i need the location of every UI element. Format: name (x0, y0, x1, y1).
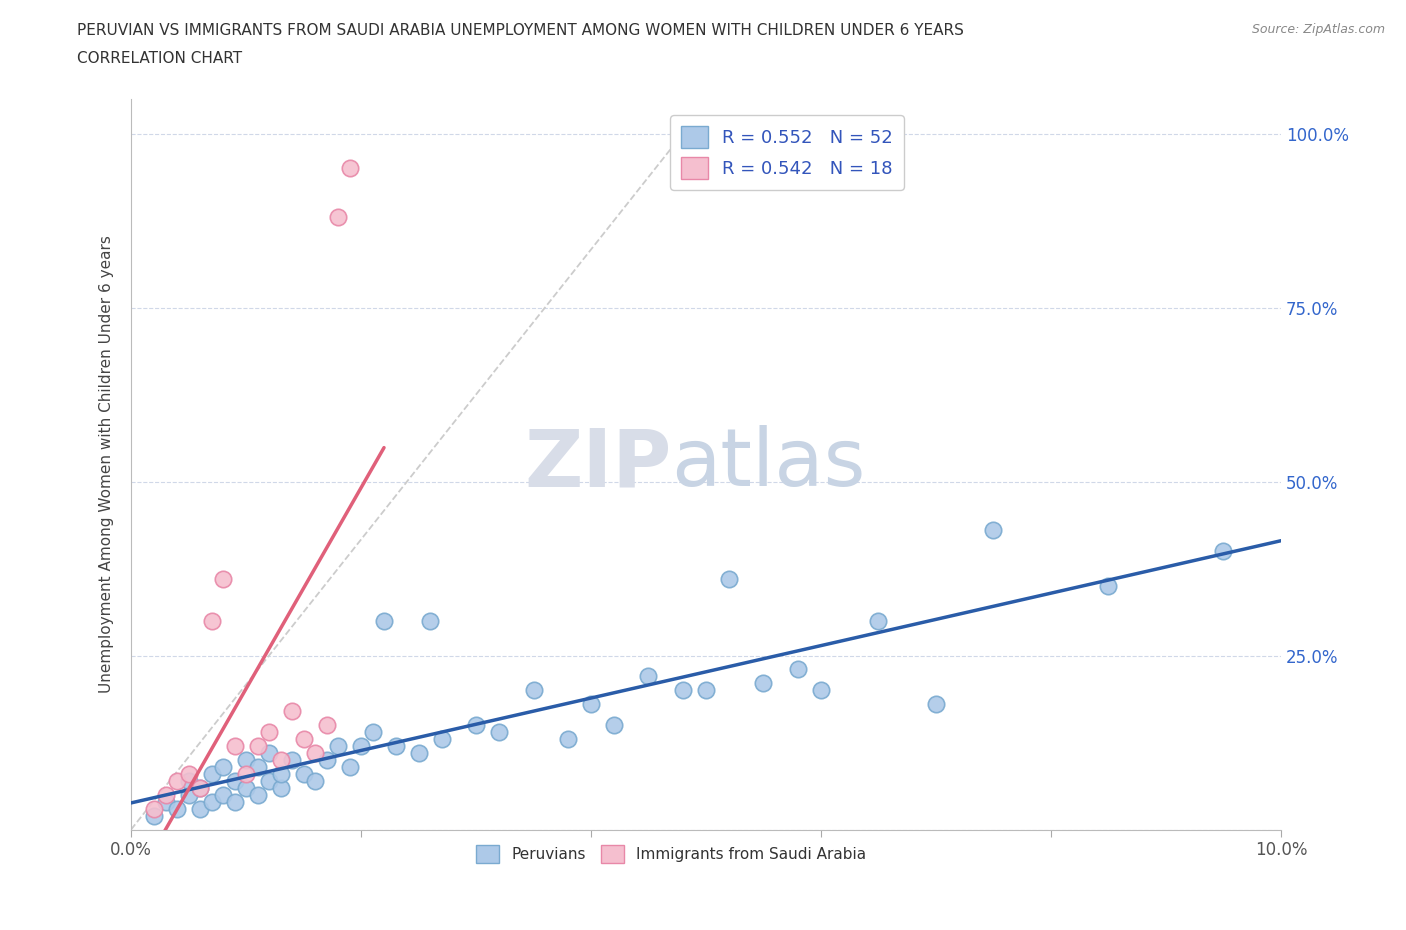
Point (430, 732, 453, 747)
Point (270, 752, 292, 767)
Point (925, 697, 948, 711)
Point (257, 746, 280, 761)
Point (166, 774, 188, 789)
Point (326, 209, 349, 224)
Point (810, 683, 832, 698)
Point (281, 704, 304, 719)
Point (212, 760, 235, 775)
Point (603, 718, 626, 733)
Point (339, 760, 361, 775)
Point (304, 774, 326, 789)
Point (246, 760, 269, 775)
Point (143, 808, 166, 823)
Point (188, 802, 211, 817)
Point (752, 676, 775, 691)
Point (235, 752, 257, 767)
Point (419, 613, 441, 628)
Point (257, 774, 280, 789)
Point (188, 780, 211, 795)
Point (177, 774, 200, 789)
Point (1212, 544, 1234, 559)
Point (188, 780, 211, 795)
Point (212, 572, 235, 587)
Point (155, 788, 177, 803)
Text: PERUVIAN VS IMMIGRANTS FROM SAUDI ARABIA UNEMPLOYMENT AMONG WOMEN WITH CHILDREN : PERUVIAN VS IMMIGRANTS FROM SAUDI ARABIA… (77, 23, 965, 38)
Point (155, 794, 177, 809)
Point (292, 732, 315, 747)
Point (270, 766, 292, 781)
Point (408, 746, 430, 761)
Point (339, 161, 361, 176)
Point (224, 738, 246, 753)
Point (212, 788, 235, 803)
Point (672, 683, 695, 698)
Point (200, 794, 222, 809)
Text: atlas: atlas (672, 425, 866, 503)
Point (579, 697, 602, 711)
Point (488, 724, 510, 739)
Point (246, 788, 269, 803)
Point (373, 613, 395, 628)
Point (361, 724, 384, 739)
Point (868, 613, 890, 628)
Point (235, 766, 257, 781)
Point (384, 738, 406, 753)
Point (522, 683, 544, 698)
Point (200, 613, 222, 628)
Point (637, 669, 659, 684)
Point (326, 738, 349, 753)
Point (224, 794, 246, 809)
Point (257, 724, 280, 739)
Point (1097, 578, 1119, 593)
Point (695, 683, 717, 698)
Point (557, 732, 579, 747)
Point (177, 766, 200, 781)
Point (246, 738, 269, 753)
Point (200, 766, 222, 781)
Point (270, 780, 292, 795)
Point (235, 780, 257, 795)
Point (143, 802, 166, 817)
Point (465, 718, 488, 733)
Point (177, 788, 200, 803)
Point (315, 718, 337, 733)
Legend: Peruvians, Immigrants from Saudi Arabia: Peruvians, Immigrants from Saudi Arabia (470, 839, 873, 870)
Y-axis label: Unemployment Among Women with Children Under 6 years: Unemployment Among Women with Children U… (100, 235, 114, 693)
Point (717, 572, 740, 587)
Point (281, 752, 304, 767)
Text: ZIP: ZIP (524, 425, 672, 503)
Point (166, 802, 188, 817)
Point (350, 738, 373, 753)
Text: Source: ZipAtlas.com: Source: ZipAtlas.com (1251, 23, 1385, 36)
Point (315, 752, 337, 767)
Point (983, 523, 1005, 538)
Point (304, 746, 326, 761)
Point (292, 766, 315, 781)
Text: CORRELATION CHART: CORRELATION CHART (77, 51, 242, 66)
Point (787, 662, 810, 677)
Point (224, 774, 246, 789)
